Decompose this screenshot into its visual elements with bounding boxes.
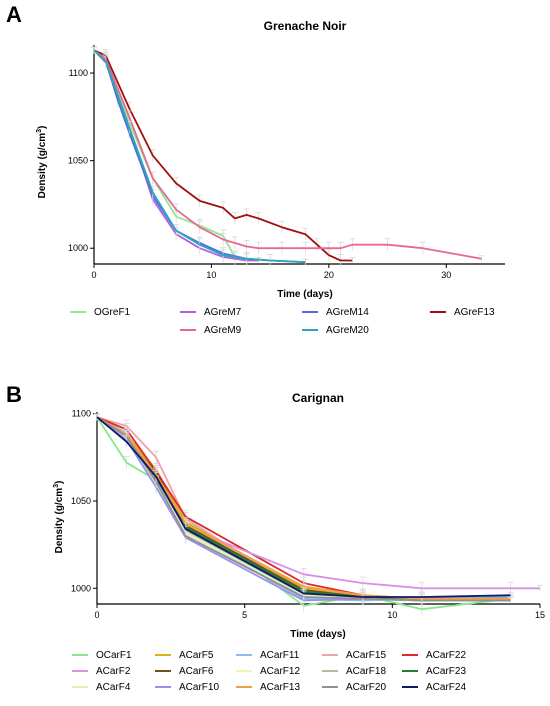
legend-item: ACarF11: [236, 650, 300, 661]
chart-title: Grenache Noir: [264, 19, 347, 33]
series-line: [96, 416, 540, 590]
legend-label: ACarF10: [179, 682, 219, 693]
legend-item: ACarF2: [72, 666, 131, 677]
panel-label-a: A: [6, 2, 22, 27]
legend-label: ACarF5: [179, 650, 214, 661]
y-tick-label: 1100: [69, 68, 88, 78]
series-acarf2: [94, 413, 543, 595]
legend-item: AGreM9: [180, 325, 242, 336]
legend-label: ACarF2: [96, 666, 131, 677]
series-line: [96, 416, 511, 600]
legend-label: ACarF22: [426, 650, 466, 661]
legend-item: AGreF13: [430, 307, 495, 318]
x-tick-label: 10: [206, 270, 216, 280]
x-tick-label: 15: [535, 610, 545, 620]
legend-item: OCarF1: [72, 650, 132, 661]
series-agrem14: [91, 46, 309, 267]
legend-label: ACarF24: [426, 682, 466, 693]
panel-label-b: B: [6, 382, 22, 407]
chart-grenache-noir: A Grenache Noir Time (days) Density (g/c…: [6, 2, 505, 336]
legend-label: OCarF1: [96, 650, 132, 661]
y-tick-label: 1050: [68, 156, 88, 166]
x-axis-label: Time (days): [290, 629, 345, 640]
plot-area: 0 10 20 30 1000 1050 1100: [68, 45, 505, 280]
legend-label: ACarF23: [426, 666, 466, 677]
legend-item: ACarF18: [322, 666, 386, 677]
legend-label: ACarF4: [96, 682, 131, 693]
legend-label: ACarF6: [179, 666, 214, 677]
legend-item: ACarF24: [402, 682, 466, 693]
legend-item: ACarF4: [72, 682, 131, 693]
chart-title: Carignan: [292, 391, 344, 405]
legend-label: AGreM9: [204, 325, 242, 336]
x-tick-label: 20: [324, 270, 334, 280]
series-agrem20: [91, 46, 309, 267]
legend-item: OGreF1: [70, 307, 131, 318]
legend: OCarF1 ACarF2 ACarF4 ACarF5 ACarF6 ACarF10 ACa…: [72, 650, 466, 693]
legend-label: AGreM14: [326, 307, 369, 318]
y-tick-label: 1050: [71, 496, 91, 506]
series-line: [96, 416, 511, 602]
legend-label: AGreM7: [204, 307, 242, 318]
legend-item: ACarF12: [236, 666, 300, 677]
legend-item: AGreM14: [302, 307, 369, 318]
y-tick-label: 1000: [68, 243, 88, 253]
x-tick-label: 5: [242, 610, 247, 620]
legend-item: ACarF15: [322, 650, 386, 661]
x-axis-label: Time (days): [277, 289, 332, 300]
legend-item: AGreM20: [302, 325, 369, 336]
legend-label: ACarF12: [260, 666, 300, 677]
legend-item: AGreM7: [180, 307, 242, 318]
legend-item: ACarF20: [322, 682, 386, 693]
legend-item: ACarF23: [402, 666, 466, 677]
legend-item: ACarF5: [155, 650, 214, 661]
legend-label: ACarF15: [346, 650, 386, 661]
legend-item: ACarF10: [155, 682, 219, 693]
legend-label: ACarF18: [346, 666, 386, 677]
legend-label: ACarF11: [260, 650, 300, 661]
series-line: [93, 49, 482, 260]
legend-label: ACarF13: [260, 682, 300, 693]
legend-label: AGreF13: [454, 307, 495, 318]
x-tick-label: 0: [94, 610, 99, 620]
series-acarf24: [94, 413, 514, 604]
y-tick-label: 1100: [72, 409, 91, 419]
series-line: [96, 416, 511, 598]
x-tick-label: 0: [91, 270, 96, 280]
y-axis-label: Density (g/cm3): [53, 481, 65, 554]
x-tick-label: 30: [441, 270, 451, 280]
legend: OGreF1 AGreM7 AGreM9 AGreM14 AGreM20 AGreF13: [70, 307, 495, 336]
legend-label: OGreF1: [94, 307, 131, 318]
series-agrem9: [91, 46, 485, 262]
legend-label: ACarF20: [346, 682, 386, 693]
legend-label: AGreM20: [326, 325, 369, 336]
y-tick-label: 1000: [71, 583, 91, 593]
y-axis-label: Density (g/cm3): [36, 126, 48, 199]
series-line: [93, 49, 353, 262]
x-tick-label: 10: [387, 610, 397, 620]
plot-area: 0 5 10 15 1000 1050 1100: [71, 409, 545, 620]
series-line: [93, 49, 306, 264]
legend-item: ACarF13: [236, 682, 300, 693]
legend-item: ACarF22: [402, 650, 466, 661]
legend-item: ACarF6: [155, 666, 214, 677]
chart-carignan: B Carignan Time (days) Density (g/cm3) 0…: [6, 382, 545, 693]
